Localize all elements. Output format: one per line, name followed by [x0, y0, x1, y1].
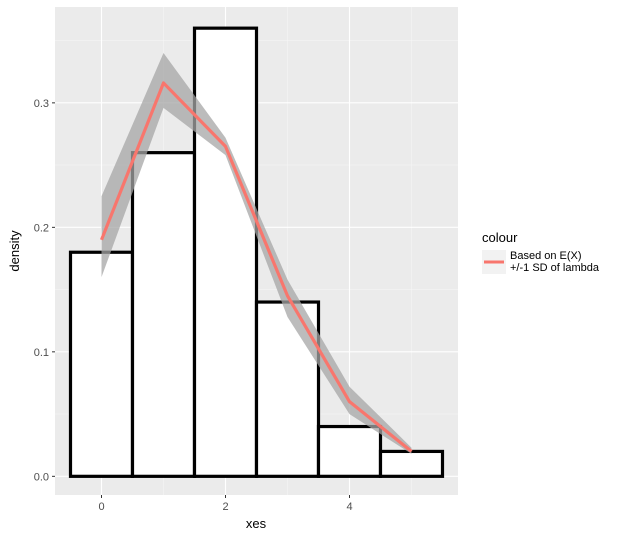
- y-axis-title: density: [7, 230, 22, 272]
- x-tick-label: 2: [222, 501, 228, 513]
- histogram-bar-5: [316, 424, 383, 478]
- histogram-bar-2: [130, 151, 197, 478]
- x-axis-title: xes: [246, 516, 267, 531]
- y-axis-ticks: 0.0 0.1 0.2 0.3: [34, 98, 55, 483]
- expected-value-line-1: [100, 81, 413, 453]
- y-tick-label: 0.1: [34, 347, 49, 359]
- legend: colour Based on E(X) +/-1 SD of lambda: [482, 230, 600, 274]
- legend-title: colour: [482, 230, 518, 245]
- legend-label-1: Based on E(X): [510, 250, 582, 262]
- y-tick-label: 0.2: [34, 222, 49, 234]
- y-tick-label: 0.0: [34, 471, 49, 483]
- legend-label-2: +/-1 SD of lambda: [510, 262, 600, 274]
- x-tick-label: 4: [346, 501, 352, 513]
- histogram-bar-6: [378, 449, 445, 478]
- histogram-bars: [68, 26, 445, 478]
- x-axis-ticks: 0 2 4: [98, 495, 353, 513]
- histogram-bar-3: [192, 26, 259, 478]
- y-tick-label: 0.3: [34, 98, 49, 110]
- line-layer: [100, 81, 413, 453]
- histogram-bar-1: [68, 250, 135, 478]
- x-tick-label: 0: [98, 501, 104, 513]
